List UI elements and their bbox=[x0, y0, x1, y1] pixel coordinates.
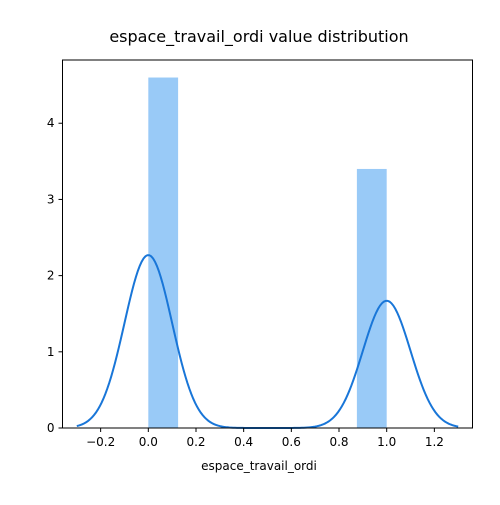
x-tick-label: 0.2 bbox=[186, 435, 205, 449]
x-tick-label: −0.2 bbox=[86, 435, 115, 449]
chart-title: espace_travail_ordi value distribution bbox=[109, 27, 408, 47]
plot-frame bbox=[62, 59, 473, 429]
y-tick-label: 4 bbox=[47, 116, 55, 130]
histogram-bar-2 bbox=[356, 168, 387, 428]
x-tick-label: 0.6 bbox=[282, 435, 301, 449]
x-tick-label: 0.4 bbox=[234, 435, 253, 449]
y-tick-label: 1 bbox=[47, 345, 55, 359]
x-axis-title: espace_travail_ordi bbox=[201, 459, 317, 473]
x-tick-label: 0.0 bbox=[139, 435, 158, 449]
y-tick-label: 3 bbox=[47, 192, 55, 206]
x-tick-label: 0.8 bbox=[329, 435, 348, 449]
plot-area bbox=[76, 77, 459, 429]
y-tick-label: 2 bbox=[47, 269, 55, 283]
axes: −0.2 0.0 0.2 0.4 0.6 0.8 1.0 1.2 0 1 2 3 4 bbox=[47, 116, 444, 449]
x-tick-label: 1.0 bbox=[377, 435, 396, 449]
y-tick-label: 0 bbox=[47, 421, 55, 435]
x-tick-label: 1.2 bbox=[425, 435, 444, 449]
histogram-bar-1 bbox=[148, 77, 179, 429]
